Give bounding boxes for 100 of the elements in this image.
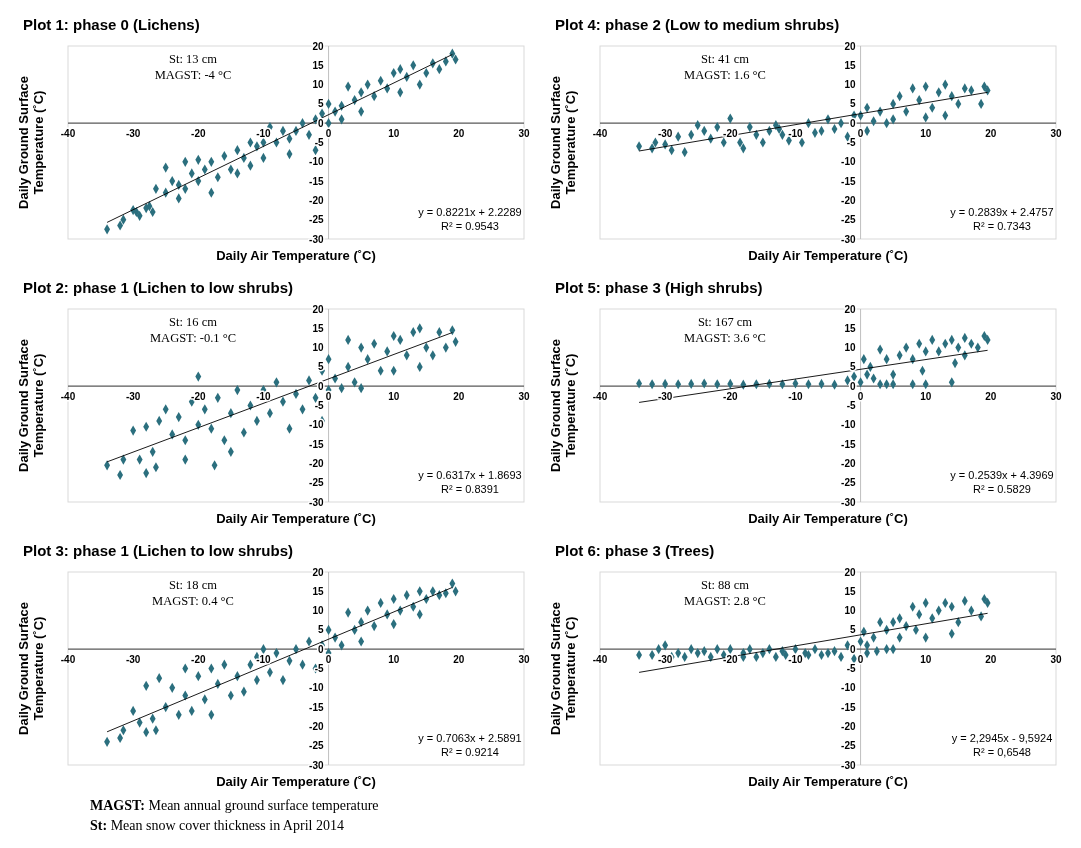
y-tick-label: 15 <box>844 59 857 71</box>
y-tick-label: -5 <box>314 400 324 411</box>
y-tick-label: -10 <box>309 682 325 694</box>
x-tick-label: 10 <box>388 654 400 666</box>
y-tick-label: -25 <box>841 740 857 752</box>
annotation: St: 88 cm <box>701 578 750 592</box>
annotation: R² = 0,6548 <box>973 746 1031 758</box>
annotation: R² = 0.7343 <box>973 220 1031 232</box>
chart-title: Plot 3: phase 1 (Lichen to low shrubs) <box>23 542 294 559</box>
y-tick-label: -30 <box>309 759 325 771</box>
chart-title: Plot 5: phase 3 (High shrubs) <box>555 279 763 296</box>
y-tick-label: 20 <box>844 303 857 315</box>
annotation: R² = 0.5829 <box>973 483 1031 495</box>
x-tick-label: -10 <box>256 128 272 140</box>
y-tick-label: -15 <box>309 701 325 713</box>
y-axis-title: Daily Ground Surface Temperature (˚C) <box>548 76 578 209</box>
x-tick-label: 20 <box>985 654 997 666</box>
x-tick-label: -10 <box>788 654 804 666</box>
y-tick-label: 20 <box>844 40 857 52</box>
x-axis-title: Daily Air Temperature (˚C) <box>216 511 376 526</box>
annotation: MAGST: 1.6 °C <box>684 68 766 82</box>
x-axis-title: Daily Air Temperature (˚C) <box>748 248 908 263</box>
x-tick-label: -20 <box>723 391 738 403</box>
y-tick-label: -10 <box>841 419 857 431</box>
y-tick-label: 20 <box>312 566 325 578</box>
y-tick-label: 5 <box>850 98 857 110</box>
y-tick-label: -15 <box>841 438 857 450</box>
x-tick-label: -40 <box>60 654 76 666</box>
x-tick-label: -40 <box>60 128 76 140</box>
y-tick-label: 10 <box>844 79 857 91</box>
x-tick-label: 10 <box>388 128 400 140</box>
annotation: y = 0.2539x + 4.3969 <box>950 469 1054 481</box>
y-tick-label: -5 <box>846 137 856 148</box>
y-tick-label: 0 <box>318 117 325 129</box>
y-tick-label: -15 <box>309 438 325 450</box>
y-tick-label: -25 <box>309 214 325 226</box>
x-tick-label: -20 <box>191 654 206 666</box>
x-tick-label: -40 <box>60 391 76 403</box>
x-axis-title: Daily Air Temperature (˚C) <box>216 248 376 263</box>
x-tick-label: -30 <box>657 128 673 140</box>
y-axis-title: Daily Ground Surface Temperature (˚C) <box>16 76 46 209</box>
y-tick-label: -5 <box>846 663 856 674</box>
y-tick-label: 10 <box>312 79 325 91</box>
y-tick-label: 0 <box>850 117 857 129</box>
x-tick-label: -40 <box>592 391 608 403</box>
x-tick-label: 30 <box>1050 391 1062 403</box>
annotation: MAGST: 0.4 °C <box>152 594 234 608</box>
chart-title: Plot 6: phase 3 (Trees) <box>555 542 715 559</box>
y-tick-label: 5 <box>850 361 857 373</box>
y-tick-label: -10 <box>309 419 325 431</box>
y-axis-title: Daily Ground Surface Temperature (˚C) <box>16 339 46 472</box>
y-tick-label: -5 <box>846 400 856 411</box>
x-tick-label: -40 <box>592 654 608 666</box>
y-tick-label: 5 <box>850 624 857 636</box>
text: MAGST: Mean annual ground surface temperature <box>90 798 379 813</box>
y-tick-label: 20 <box>844 566 857 578</box>
annotation: y = 2,2945x - 9,5924 <box>951 732 1053 744</box>
annotation: y = 0.6317x + 1.8693 <box>418 469 522 481</box>
x-tick-label: 30 <box>518 128 530 140</box>
annotation: y = 0.7063x + 2.5891 <box>418 732 522 744</box>
y-tick-label: -30 <box>841 496 857 508</box>
y-tick-label: 10 <box>312 605 325 617</box>
y-tick-label: -25 <box>841 214 857 226</box>
annotation: St: 18 cm <box>169 578 218 592</box>
annotation: y = 0.2839x + 2.4757 <box>950 206 1054 218</box>
y-tick-label: 15 <box>844 322 857 334</box>
y-tick-label: 20 <box>312 303 325 315</box>
y-tick-label: -20 <box>841 457 857 469</box>
y-tick-label: -10 <box>841 156 857 168</box>
y-tick-label: -20 <box>309 720 325 732</box>
annotation: MAGST: 2.8 °C <box>684 594 766 608</box>
text: St: Mean snow cover thickness in April 2014 <box>90 818 344 833</box>
x-tick-label: -20 <box>191 128 206 140</box>
y-tick-label: 10 <box>312 342 325 354</box>
x-tick-label: -20 <box>191 391 206 403</box>
x-tick-label: -10 <box>256 391 272 403</box>
annotation: St: 41 cm <box>701 52 750 66</box>
y-tick-label: -30 <box>841 759 857 771</box>
annotation: MAGST: -4 °C <box>154 68 232 82</box>
y-tick-label: -10 <box>841 682 857 694</box>
y-tick-label: 15 <box>844 585 857 597</box>
annotation: MAGST: 3.6 °C <box>684 331 766 345</box>
x-tick-label: 20 <box>985 128 997 140</box>
x-tick-label: 10 <box>920 128 932 140</box>
x-tick-label: 20 <box>453 654 465 666</box>
x-tick-label: 30 <box>1050 654 1062 666</box>
x-tick-label: 30 <box>518 654 530 666</box>
y-tick-label: 0 <box>318 643 325 655</box>
annotation: R² = 0.9214 <box>441 746 499 758</box>
x-tick-label: -30 <box>657 654 673 666</box>
y-tick-label: -25 <box>841 477 857 489</box>
chart-title: Plot 2: phase 1 (Lichen to low shrubs) <box>23 279 294 296</box>
x-tick-label: 20 <box>453 391 465 403</box>
y-tick-label: 5 <box>318 624 325 636</box>
x-axis-title: Daily Air Temperature (˚C) <box>216 774 376 789</box>
y-tick-label: 10 <box>844 342 857 354</box>
x-tick-label: -10 <box>256 654 272 666</box>
annotation: St: 167 cm <box>697 315 753 329</box>
y-tick-label: -15 <box>309 175 325 187</box>
x-axis-title: Daily Air Temperature (˚C) <box>748 774 908 789</box>
